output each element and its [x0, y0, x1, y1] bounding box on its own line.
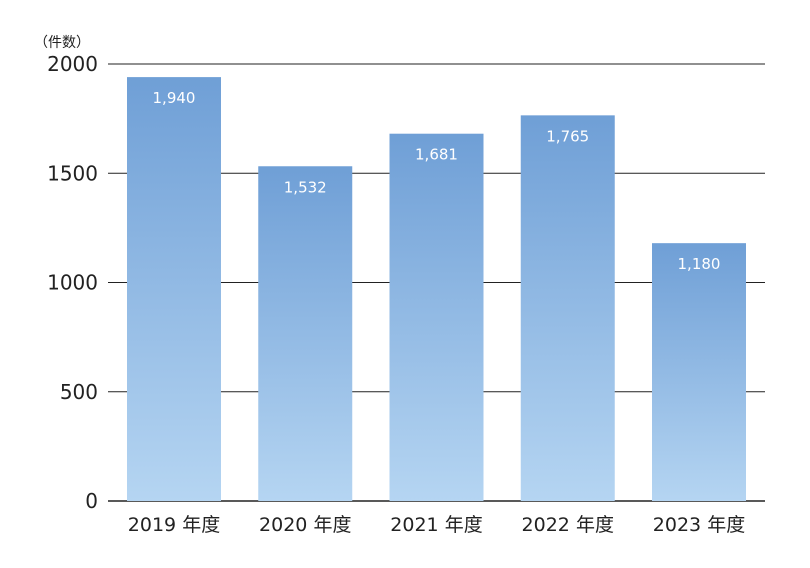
- y-tick-label: 0: [85, 489, 98, 513]
- data-labels: 1,940 1,532 1,681 1,765 1,180: [153, 89, 721, 273]
- bar: [127, 77, 221, 502]
- data-label: 1,681: [415, 146, 458, 164]
- x-tick-label: 2021 年度: [390, 514, 482, 536]
- y-tick-label: 500: [60, 380, 98, 404]
- bar: [652, 243, 746, 502]
- x-axis-ticks: 2019 年度 2020 年度 2021 年度 2022 年度 2023 年度: [128, 514, 745, 536]
- x-tick-label: 2023 年度: [653, 514, 745, 536]
- data-label: 1,180: [678, 255, 721, 273]
- x-tick-label: 2019 年度: [128, 514, 220, 536]
- y-tick-label: 1500: [47, 161, 98, 185]
- data-label: 1,765: [546, 127, 589, 145]
- data-label: 1,940: [153, 89, 196, 107]
- data-label: 1,532: [284, 178, 327, 196]
- x-tick-label: 2020 年度: [259, 514, 351, 536]
- bars: [127, 77, 746, 502]
- x-tick-label: 2022 年度: [522, 514, 614, 536]
- bar: [520, 115, 615, 501]
- bar: [389, 133, 484, 501]
- y-tick-label: 1000: [47, 271, 98, 295]
- y-axis-unit-label: （件数）: [34, 35, 90, 51]
- y-axis-ticks: 0 500 1000 1500 2000: [47, 52, 98, 513]
- bar: [258, 166, 353, 501]
- y-tick-label: 2000: [47, 52, 98, 76]
